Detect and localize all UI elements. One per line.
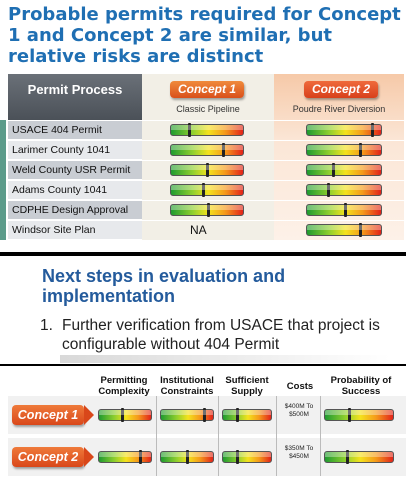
permit-name: CDPHE Design Approval [12, 204, 129, 216]
concept2-gauge [306, 223, 382, 237]
sufficient-supply-gauge [222, 450, 272, 464]
slide-comparison: Permitting Complexity Institutional Cons… [0, 366, 406, 482]
next-step-number: 1. [40, 317, 53, 334]
concept1-gauge [170, 183, 244, 197]
divider [218, 396, 219, 476]
arrow-icon [84, 447, 94, 467]
divider [320, 396, 321, 476]
col-costs: Costs [286, 381, 314, 392]
gauge-needle [326, 183, 330, 197]
col-permitting-complexity: Permitting Complexity [98, 375, 150, 397]
permit-row: Larimer County 1041 [8, 140, 404, 159]
gauge-needle [359, 143, 363, 157]
permit-row: Weld County USR Permit [8, 160, 404, 179]
gauge-needle [121, 408, 125, 422]
concept2-gauge [306, 183, 382, 197]
concept2-label: Concept 2 [12, 447, 84, 467]
divider [156, 396, 157, 476]
slide1-title: Probable permits required for Concept 1 … [8, 4, 401, 67]
concept2-gauge [306, 163, 382, 177]
gauge-needle [344, 203, 348, 217]
slide-next-steps: Next steps in evaluation and implementat… [0, 256, 406, 364]
probability-success-gauge [324, 408, 394, 422]
concept2-badge: Concept 2 [304, 81, 378, 98]
gauge-needle [347, 408, 351, 422]
concept1-na: NA [190, 223, 207, 237]
col-sufficient-supply: Sufficient Supply [225, 375, 269, 397]
sufficient-supply-gauge [222, 408, 272, 422]
gauge-needle [236, 450, 240, 464]
cost-range: $350M To $450M [284, 445, 314, 460]
permit-name: Weld County USR Permit [12, 164, 131, 176]
gauge-needle [345, 450, 349, 464]
gauge-needle [202, 183, 206, 197]
permit-row: Adams County 1041 [8, 180, 404, 199]
slide-permits: Probable permits required for Concept 1 … [0, 0, 406, 252]
permit-row: CDPHE Design Approval [8, 200, 404, 219]
gauge-needle [331, 163, 335, 177]
concept2-subtitle: Poudre River Diversion [292, 104, 386, 114]
concept2-gauge [306, 203, 382, 217]
permit-row: Windsor Site Plan NA [8, 220, 404, 239]
concept1-badge: Concept 1 [170, 81, 244, 98]
gauge-needle [359, 223, 363, 237]
permit-name: Larimer County 1041 [12, 144, 111, 156]
divider [276, 396, 277, 476]
concept1-gauge [170, 163, 244, 177]
permit-name: USACE 404 Permit [12, 124, 102, 136]
gauge-needle [371, 123, 375, 137]
concept1-gauge [170, 203, 244, 217]
concept1-label: Concept 1 [12, 405, 84, 425]
faded-text-line [60, 355, 390, 363]
permit-process-header: Permit Process [8, 74, 142, 120]
gauge-needle [207, 203, 211, 217]
permit-process-label: Permit Process [27, 82, 123, 97]
gauge-needle [202, 408, 206, 422]
probability-success-gauge [324, 450, 394, 464]
permit-name: Windsor Site Plan [12, 224, 96, 236]
permitting-complexity-gauge [98, 450, 152, 464]
concept2-gauge [306, 123, 382, 137]
gauge-needle [186, 450, 189, 464]
permit-name: Adams County 1041 [12, 184, 108, 196]
institutional-constraints-gauge [160, 450, 214, 464]
slide2-title: Next steps in evaluation and implementat… [42, 266, 286, 306]
gauge-needle [138, 450, 142, 464]
institutional-constraints-gauge [160, 408, 214, 422]
gauge-needle [188, 123, 191, 137]
next-step-text: Further verification from USACE that pro… [62, 317, 380, 353]
col-institutional-constraints: Institutional Constraints [160, 375, 214, 397]
concept1-gauge [170, 143, 244, 157]
cost-range: $400M To $500M [284, 403, 314, 418]
concept1-gauge [170, 123, 244, 137]
concept1-subtitle: Classic Pipeline [176, 104, 240, 114]
left-stripe [0, 120, 6, 240]
col-probability-success: Probability of Success [330, 375, 392, 397]
gauge-needle [206, 163, 209, 177]
permit-row: USACE 404 Permit [8, 120, 404, 139]
arrow-icon [84, 405, 94, 425]
gauge-needle [236, 408, 240, 422]
permitting-complexity-gauge [98, 408, 152, 422]
gauge-needle [221, 143, 225, 157]
concept2-gauge [306, 143, 382, 157]
